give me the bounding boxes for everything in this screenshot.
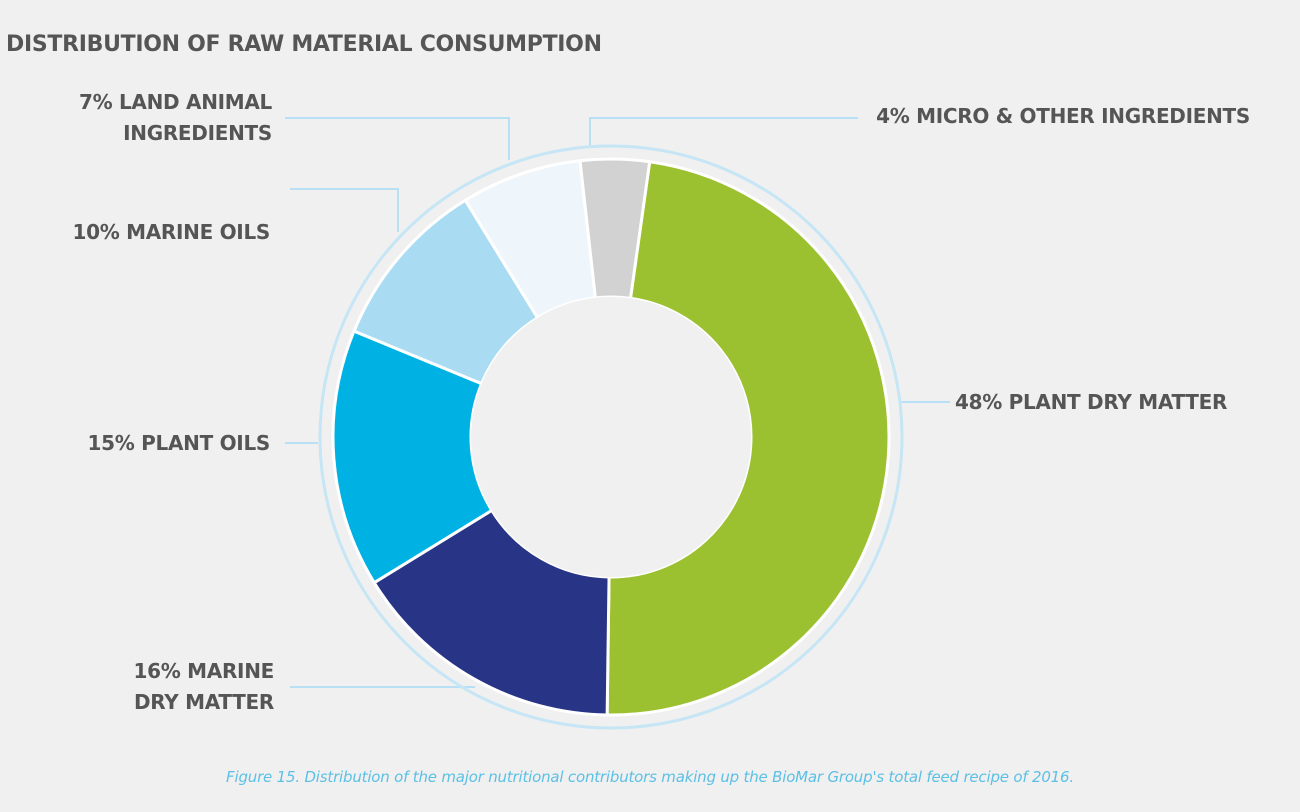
label-plant-oils: 15% PLANT OILS (87, 428, 271, 459)
outer-ring (318, 144, 904, 730)
label-line: 15% PLANT OILS (87, 431, 271, 455)
label-line: 7% LAND ANIMAL (78, 90, 272, 114)
label-land-animal-ingredients: 7% LAND ANIMAL INGREDIENTS (79, 87, 272, 149)
label-marine-dry-matter: 16% MARINE DRY MATTER (133, 656, 275, 718)
leader-line-land-animal-ingredients (285, 117, 510, 160)
label-line: 10% MARINE OILS (72, 220, 270, 244)
chart-title: DISTRIBUTION OF RAW MATERIAL CONSUMPTION (6, 32, 602, 57)
figure-caption: Figure 15. Distribution of the major nut… (226, 768, 1074, 786)
leader-line-marine-oils (290, 188, 399, 232)
label-plant-dry-matter: 48% PLANT DRY MATTER (955, 387, 1227, 418)
leader-line-micro-other-ingredients (589, 117, 858, 148)
label-line: 4% MICRO & OTHER INGREDIENTS (876, 104, 1250, 128)
donut-hole (471, 297, 751, 577)
label-line: DRY MATTER (134, 690, 274, 714)
label-marine-oils: 10% MARINE OILS (72, 217, 270, 248)
label-line: INGREDIENTS (123, 121, 272, 145)
label-line: 16% MARINE (133, 659, 275, 683)
label-micro-other-ingredients: 4% MICRO & OTHER INGREDIENTS (876, 101, 1250, 132)
label-line: 48% PLANT DRY MATTER (955, 390, 1228, 414)
